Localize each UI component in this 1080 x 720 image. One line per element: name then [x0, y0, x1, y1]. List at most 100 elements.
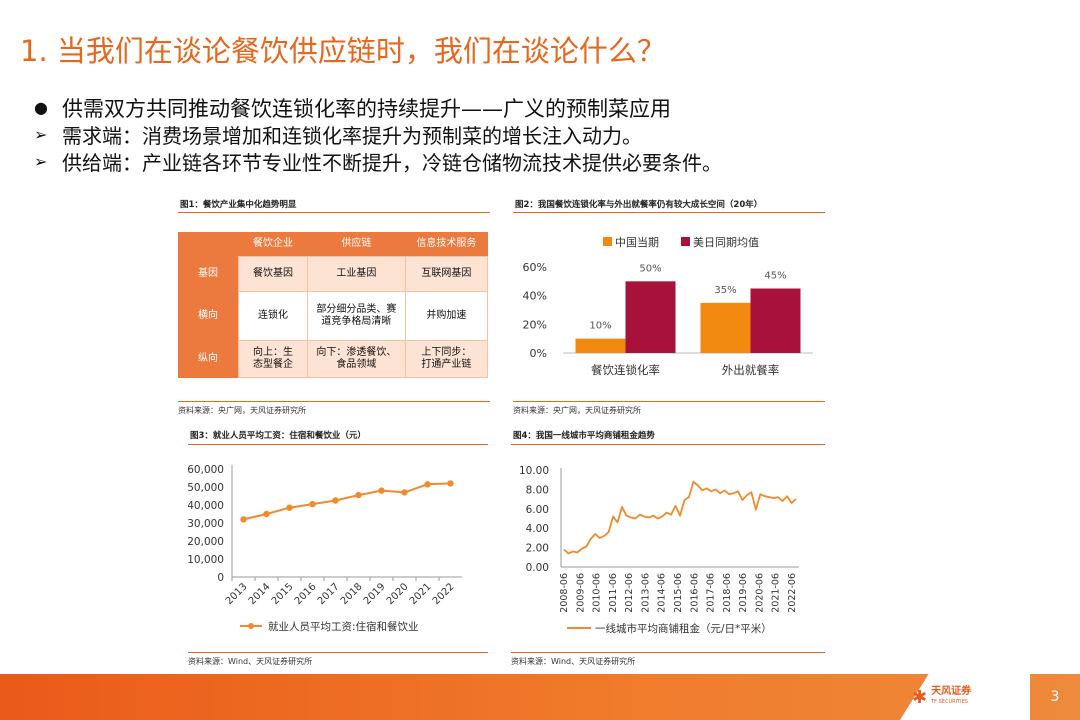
bar-value-label: 10%: [589, 321, 611, 332]
x-tick-label: 2019: [362, 581, 388, 607]
fig1-bottom-rule: [178, 401, 490, 402]
x-tick-label: 2014-06: [657, 573, 668, 613]
bar-value-label: 35%: [714, 285, 736, 296]
fig4-rule: [511, 444, 825, 445]
y-tick-label: 6.00: [526, 504, 549, 516]
bullet-dot-icon: ●: [34, 98, 48, 117]
fig2-bottom-rule: [513, 401, 825, 402]
data-point: [263, 510, 270, 518]
x-tick-label: 2008-06: [559, 573, 570, 613]
x-tick-label: 2017-06: [706, 573, 717, 613]
bullet-supply: ➢ 供给端：产业链各环节专业性不断提升，冷链仓储物流技术提供必要条件。: [34, 148, 722, 175]
bullet-text: 供给端：产业链各环节专业性不断提升，冷链仓储物流技术提供必要条件。: [62, 151, 722, 175]
table-header: 信息技术服务: [405, 232, 488, 257]
legend-label: 中国当期: [615, 235, 659, 249]
x-tick-label: 2011-06: [608, 573, 619, 613]
x-tick-label: 2012-06: [624, 573, 635, 613]
data-point: [240, 516, 247, 523]
table-cell: 互联网基因: [404, 256, 489, 292]
fig2-source: 资料来源：央广网，天风证券研究所: [513, 406, 641, 415]
y-tick-label: 0: [217, 572, 224, 584]
series-line: [563, 480, 797, 555]
x-tick-label: 2016-06: [689, 573, 700, 613]
fig1-title: 图1：餐饮产业集中化趋势明显: [180, 200, 297, 210]
x-tick-label: 2021-06: [771, 573, 782, 613]
x-tick-label: 2017: [316, 581, 342, 607]
bullet-text: 供需双方共同推动餐饮连锁化率的持续提升——广义的预制菜应用: [62, 96, 671, 121]
fig1-source: 资料来源：央广网，天风证券研究所: [178, 406, 306, 415]
brand-star-icon: ✱: [912, 686, 928, 708]
bullet-main: ● 供需双方共同推动餐饮连锁化率的持续提升——广义的预制菜应用: [34, 94, 722, 121]
y-tick-label: 50,000: [188, 482, 224, 494]
y-tick-label: 2.00: [526, 543, 549, 555]
fig2-rule: [513, 212, 825, 213]
x-tick-label: 2018-06: [722, 573, 733, 613]
x-tick-label: 2013: [224, 581, 250, 607]
table-row: 纵向 向上：生态型餐企 向下：渗透餐饮、食品领域 上下同步：打通产业链: [178, 340, 489, 378]
x-tick-label: 2014: [247, 581, 273, 607]
table-header-row: 餐饮企业 供应链 信息技术服务: [178, 232, 488, 257]
fig1-table: 餐饮企业 供应链 信息技术服务 基因 餐饮基因 工业基因 互联网基因 横向 连锁…: [178, 232, 489, 378]
legend-marker: [248, 623, 254, 629]
brand-name-en: TF SECURITIES: [931, 699, 968, 705]
fig3-title: 图3：就业人员平均工资：住宿和餐饮业（元）: [190, 431, 366, 441]
table-header: 餐饮企业: [238, 232, 308, 257]
x-tick-label: 2022-06: [787, 573, 798, 613]
bar: [750, 288, 801, 353]
x-tick-label: 2010-06: [592, 573, 603, 613]
fig4-line-chart: 0.00 2.00 4.00 6.00 8.00 10.00 2008-06 2009-06…: [519, 465, 799, 635]
data-point: [424, 481, 431, 488]
bar-value-label: 45%: [764, 271, 786, 282]
x-category-label: 外出就餐率: [722, 363, 780, 377]
fig3-bottom-rule: [188, 652, 488, 653]
brand-logo: ✱ 天风证券 TF SECURITIES: [912, 686, 971, 708]
fig1-rule: [178, 212, 490, 213]
data-point: [309, 500, 316, 508]
legend-label: 美日同期均值: [693, 236, 759, 249]
footer-band: [0, 674, 1080, 720]
table-cell: 餐饮基因: [238, 256, 308, 292]
x-category-label: 餐饮连锁化率: [591, 363, 660, 377]
x-tick-label: 2018: [339, 581, 365, 607]
table-cell: 部分细分品类、赛道竞争格局清晰: [307, 291, 406, 341]
table-cell: 连锁化: [238, 291, 308, 341]
slide-title: 1. 当我们在谈论餐饮供应链时，我们在谈论什么？: [20, 34, 666, 68]
table-cell: 上下同步：打通产业链: [404, 340, 489, 378]
y-tick-label: 20,000: [188, 536, 224, 548]
data-point: [355, 491, 362, 499]
bullet-list: ● 供需双方共同推动餐饮连锁化率的持续提升——广义的预制菜应用 ➢ 需求端：消费…: [34, 94, 722, 176]
fig4-source: 资料来源：Wind、天风证券研究所: [511, 657, 636, 666]
bar-value-label: 50%: [639, 263, 661, 274]
data-point: [401, 489, 408, 496]
bar: [575, 338, 626, 353]
table-cell: 向下：渗透餐饮、食品领域: [307, 340, 406, 378]
y-tick-label: 20%: [523, 318, 547, 331]
data-point: [447, 480, 454, 487]
table-header: 供应链: [307, 232, 406, 257]
y-tick-label: 10.00: [519, 465, 549, 477]
y-tick-label: 8.00: [526, 484, 549, 496]
data-point: [286, 504, 293, 511]
y-tick-label: 10,000: [188, 554, 224, 566]
table-cell: 工业基因: [307, 256, 406, 292]
x-tick-label: 2022: [431, 581, 457, 607]
fig3-rule: [188, 444, 488, 445]
table-row: 横向 连锁化 部分细分品类、赛道竞争格局清晰 并购加速: [178, 291, 489, 341]
legend-swatch: [603, 237, 612, 246]
x-tick-label: 2016: [293, 581, 319, 607]
fig3-source: 资料来源：Wind、天风证券研究所: [188, 657, 313, 666]
fig2-title: 图2：我国餐饮连锁化率与外出就餐率仍有较大成长空间（20年）: [515, 200, 763, 210]
bullet-demand: ➢ 需求端：消费场景增加和连锁化率提升为预制菜的增长注入动力。: [34, 121, 722, 148]
x-tick-label: 2020-06: [754, 573, 765, 613]
row-label: 基因: [178, 256, 239, 292]
bar: [625, 281, 676, 353]
fig3-line-chart: 0 10,000 20,000 30,000 40,000 50,000 60,000 20…: [188, 464, 462, 633]
row-label: 纵向: [178, 340, 239, 378]
y-tick-label: 40,000: [188, 500, 224, 512]
x-tick-label: 2009-06: [575, 573, 586, 613]
x-tick-label: 2015: [270, 581, 296, 607]
table-cell: 并购加速: [404, 291, 489, 341]
data-point: [378, 487, 385, 494]
y-tick-label: 30,000: [188, 518, 224, 530]
table-cell: 向上：生态型餐企: [238, 340, 308, 378]
